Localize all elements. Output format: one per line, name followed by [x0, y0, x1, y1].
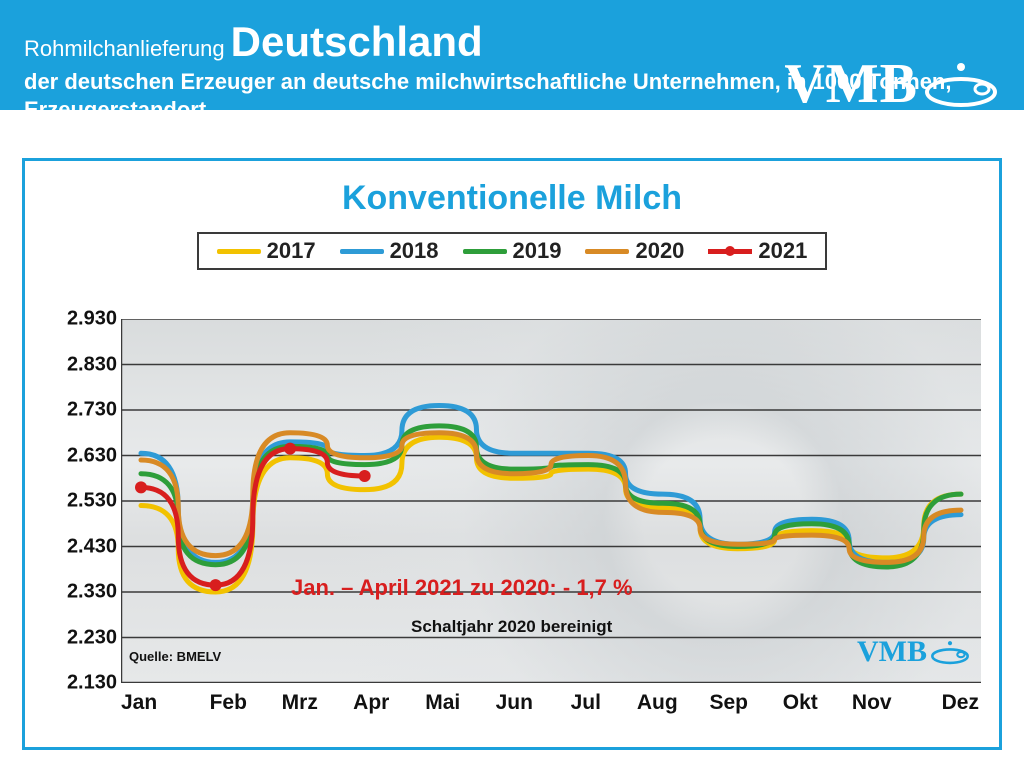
y-tick-label: 2.630 — [67, 444, 117, 467]
legend-swatch — [217, 249, 261, 254]
vmb-logo-bottom: VMB — [857, 635, 971, 669]
x-tick-label: Apr — [336, 691, 408, 715]
y-tick-label: 2.930 — [67, 308, 117, 331]
x-tick-label: Dez — [908, 691, 980, 715]
y-axis-labels: 2.1302.2302.3302.4302.5302.6302.7302.830… — [41, 319, 117, 683]
chart-title: Konventionelle Milch — [25, 179, 999, 218]
legend-swatch — [340, 249, 384, 254]
legend-swatch — [708, 249, 752, 254]
y-tick-label: 2.130 — [67, 672, 117, 695]
chart-panel: Konventionelle Milch 2017 2018 2019 2020 202… — [22, 158, 1002, 750]
legend-item-2020: 2020 — [585, 238, 684, 264]
x-tick-label: Nov — [836, 691, 908, 715]
legend-item-2021: 2021 — [708, 238, 807, 264]
x-tick-label: Mai — [407, 691, 479, 715]
y-tick-label: 2.830 — [67, 353, 117, 376]
milk-swirl-icon — [922, 59, 1000, 109]
title-strong: Deutschland — [231, 18, 483, 65]
legend-label: 2020 — [635, 238, 684, 264]
x-tick-label: Feb — [193, 691, 265, 715]
legend-item-2019: 2019 — [463, 238, 562, 264]
x-tick-label: Sep — [693, 691, 765, 715]
x-tick-label: Aug — [622, 691, 694, 715]
legend-label: 2021 — [758, 238, 807, 264]
y-tick-label: 2.530 — [67, 490, 117, 513]
legend-item-2018: 2018 — [340, 238, 439, 264]
legend-item-2017: 2017 — [217, 238, 316, 264]
vmb-logo-text: VMB — [784, 52, 918, 116]
y-tick-label: 2.430 — [67, 535, 117, 558]
y-tick-label: 2.730 — [67, 399, 117, 422]
annotation-leapyear: Schaltjahr 2020 bereinigt — [411, 617, 612, 637]
legend-swatch — [585, 249, 629, 254]
x-tick-label: Okt — [765, 691, 837, 715]
x-tick-label: Jul — [550, 691, 622, 715]
plot-area: Jan. – April 2021 zu 2020: - 1,7 % Schal… — [121, 319, 981, 683]
milk-swirl-icon — [929, 639, 971, 665]
source-label: Quelle: BMELV — [129, 649, 221, 664]
x-axis-labels: JanFebMrzAprMaiJunJulAugSepOktNovDez — [121, 691, 981, 715]
annotation-change-pct: Jan. – April 2021 zu 2020: - 1,7 % — [291, 575, 633, 601]
x-tick-label: Mrz — [264, 691, 336, 715]
legend-label: 2018 — [390, 238, 439, 264]
y-tick-label: 2.230 — [67, 626, 117, 649]
vmb-logo-top: VMB — [784, 52, 1000, 116]
vmb-logo-bottom-text: VMB — [857, 635, 927, 669]
legend-label: 2017 — [267, 238, 316, 264]
header-bar: Rohmilchanlieferung Deutschland der deut… — [0, 0, 1024, 110]
legend-swatch — [463, 249, 507, 254]
x-tick-label: Jan — [121, 691, 193, 715]
y-tick-label: 2.330 — [67, 581, 117, 604]
title-prefix: Rohmilchanlieferung — [24, 36, 231, 61]
chart-legend: 2017 2018 2019 2020 2021 — [197, 232, 828, 270]
legend-label: 2019 — [513, 238, 562, 264]
x-tick-label: Jun — [479, 691, 551, 715]
